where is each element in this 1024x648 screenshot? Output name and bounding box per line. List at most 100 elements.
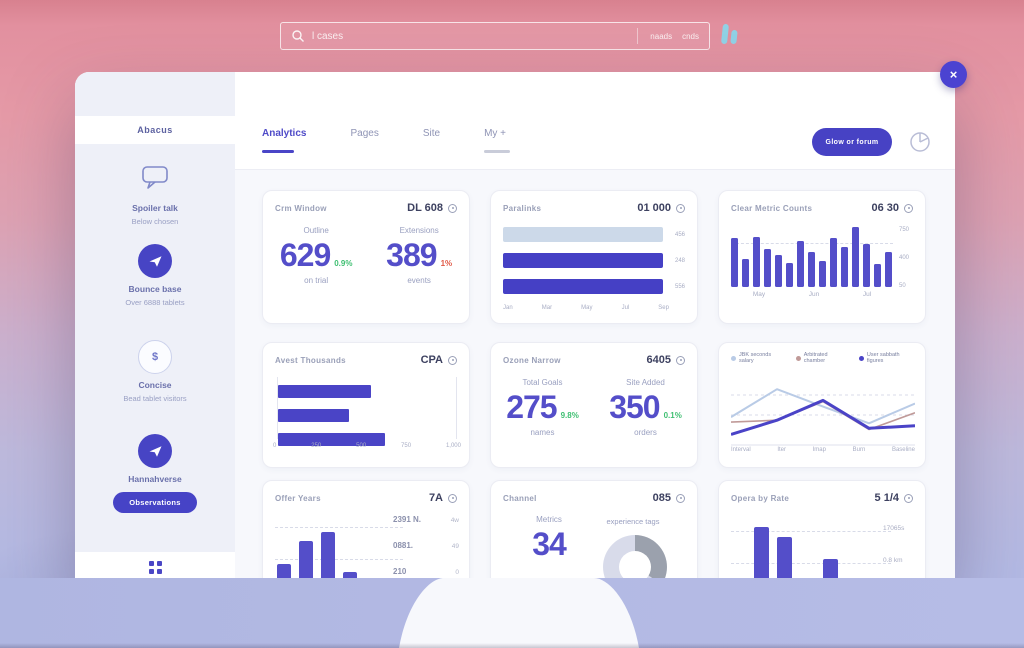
legend-dot-icon (731, 355, 736, 361)
equalizer-icon[interactable] (720, 23, 738, 45)
primary-cta-button[interactable]: Glow or forum (812, 128, 892, 156)
side-metrics: 2391 N. 4w 0881. 49 210 0 (393, 515, 459, 583)
info-icon[interactable] (448, 493, 457, 503)
card-vertical-bars-1: Clear Metric Counts 06 30 750 400 50 May… (718, 190, 926, 324)
tab-pages[interactable]: Pages (350, 128, 379, 139)
bar (797, 240, 804, 287)
dashboard-window: Abacus Spoiler talk Below chosen Bounce … (75, 72, 955, 583)
send-icon (138, 244, 172, 278)
axis-tick-label: Baseline (891, 447, 915, 453)
axis-tick-label: Iter (777, 447, 786, 453)
bar-chart (731, 515, 884, 583)
card-stat-pair-2: Ozone Narrow 6405 Total Goals 275 9.8% na… (490, 342, 698, 468)
axis-tick-label: 500 (356, 443, 367, 449)
search-input[interactable] (312, 30, 638, 42)
x-axis: 0 250 500 750 1,000 (273, 443, 461, 449)
line-series (731, 388, 915, 425)
sidebar-action-button[interactable]: Observations (113, 492, 197, 513)
y-tick: 50 (899, 283, 906, 289)
chart-legend: JBK seconds salary Arbitrated chamber User… (731, 352, 917, 364)
metric-label: 210 (393, 567, 407, 576)
axis-tick-label: Jul (862, 291, 872, 298)
axis-tick-label: Mar (541, 305, 553, 311)
legend-dot-icon (858, 355, 864, 361)
bar (299, 541, 313, 583)
currency-icon: $ (138, 340, 172, 374)
x-axis: May Jun Jul (731, 291, 893, 298)
stat-block: Extensions 389 1% events (386, 226, 452, 285)
stat-delta: 0.1% (663, 411, 682, 420)
bar (343, 572, 357, 583)
bar (841, 247, 848, 287)
stat-value: 350 (609, 389, 660, 425)
bar (503, 279, 663, 294)
apps-grid-icon[interactable] (148, 561, 162, 574)
desk-background (0, 578, 1024, 648)
sidebar: Abacus Spoiler talk Below chosen Bounce … (75, 72, 235, 583)
pie-chart-icon[interactable] (907, 129, 933, 155)
stat-sublabel: orders (634, 428, 657, 437)
stat-label: Outline (303, 226, 329, 235)
bar (852, 227, 859, 287)
card-title: Paralinks (503, 203, 542, 213)
info-icon[interactable] (676, 493, 685, 503)
info-icon[interactable] (676, 355, 685, 365)
x-axis: Jan Mar May Jul Sep (503, 305, 669, 311)
info-icon[interactable] (904, 203, 913, 213)
sidebar-item-billing[interactable]: $ Concise Bead tablet visitors (75, 340, 235, 403)
axis-tick-label: Jul (621, 305, 630, 311)
card-title: Offer Years (275, 493, 321, 503)
sidebar-item-label: Concise (138, 380, 172, 390)
sidebar-item-campaign[interactable]: Hannahverse Observations (75, 434, 235, 513)
bar (503, 253, 663, 268)
legend-dot-icon (795, 355, 801, 361)
bar (775, 255, 782, 287)
chat-bubble-icon (142, 166, 168, 189)
bar (874, 263, 881, 287)
info-icon[interactable] (448, 355, 457, 365)
monitor-stand (399, 578, 639, 648)
info-icon[interactable] (904, 493, 913, 503)
bar (754, 527, 769, 583)
search-hint: naads (650, 31, 673, 41)
stat-value: 629 (279, 237, 331, 273)
gridline (731, 563, 891, 564)
stat-delta: 9.8% (560, 411, 579, 420)
stat-sublabel: names (530, 428, 555, 437)
y-tick: 17065s (883, 525, 905, 532)
bar-chart (731, 223, 893, 287)
bar (830, 238, 837, 287)
axis-tick-label: 750 (401, 443, 412, 449)
stat-block: Outline 629 0.9% on trial (280, 226, 353, 285)
line-chart (731, 388, 915, 446)
x-axis: Interval Iter Imap Burn Baseline (731, 447, 915, 453)
axis-tick-label: 250 (311, 443, 322, 449)
axis-tick-label: Imap (812, 447, 826, 453)
sidebar-item-send[interactable]: Bounce base Over 6888 tablets (75, 244, 235, 307)
axis-tick-label: Sep (658, 305, 669, 311)
info-icon[interactable] (676, 203, 685, 213)
sidebar-item-messages[interactable]: Spoiler talk Below chosen (75, 164, 235, 226)
axis-tick-label: Jun (808, 291, 820, 298)
stat-block: Metrics 34 (509, 515, 589, 563)
axis-tick-label: Interval (731, 447, 751, 453)
bar (764, 249, 771, 287)
bar (863, 244, 870, 287)
stat-value: 275 (506, 389, 557, 425)
axis-tick-label: 1,000 (445, 443, 461, 449)
axis-tick-label: Burn (852, 447, 866, 453)
tab-analytics[interactable]: Analytics (262, 128, 306, 153)
axis-tick-label: May (581, 305, 593, 311)
card-value: DL 608 (407, 202, 443, 214)
info-icon[interactable] (448, 203, 457, 213)
stat-label: Extensions (399, 226, 439, 235)
card-value: 085 (652, 492, 671, 504)
tab-my[interactable]: My + (484, 128, 511, 153)
search-hints: naads cnds (637, 28, 699, 44)
tab-site[interactable]: Site (422, 128, 441, 139)
bar (777, 537, 792, 583)
stat-label: Metrics (536, 515, 562, 524)
gridline (731, 243, 893, 244)
close-button[interactable]: × (940, 61, 967, 88)
